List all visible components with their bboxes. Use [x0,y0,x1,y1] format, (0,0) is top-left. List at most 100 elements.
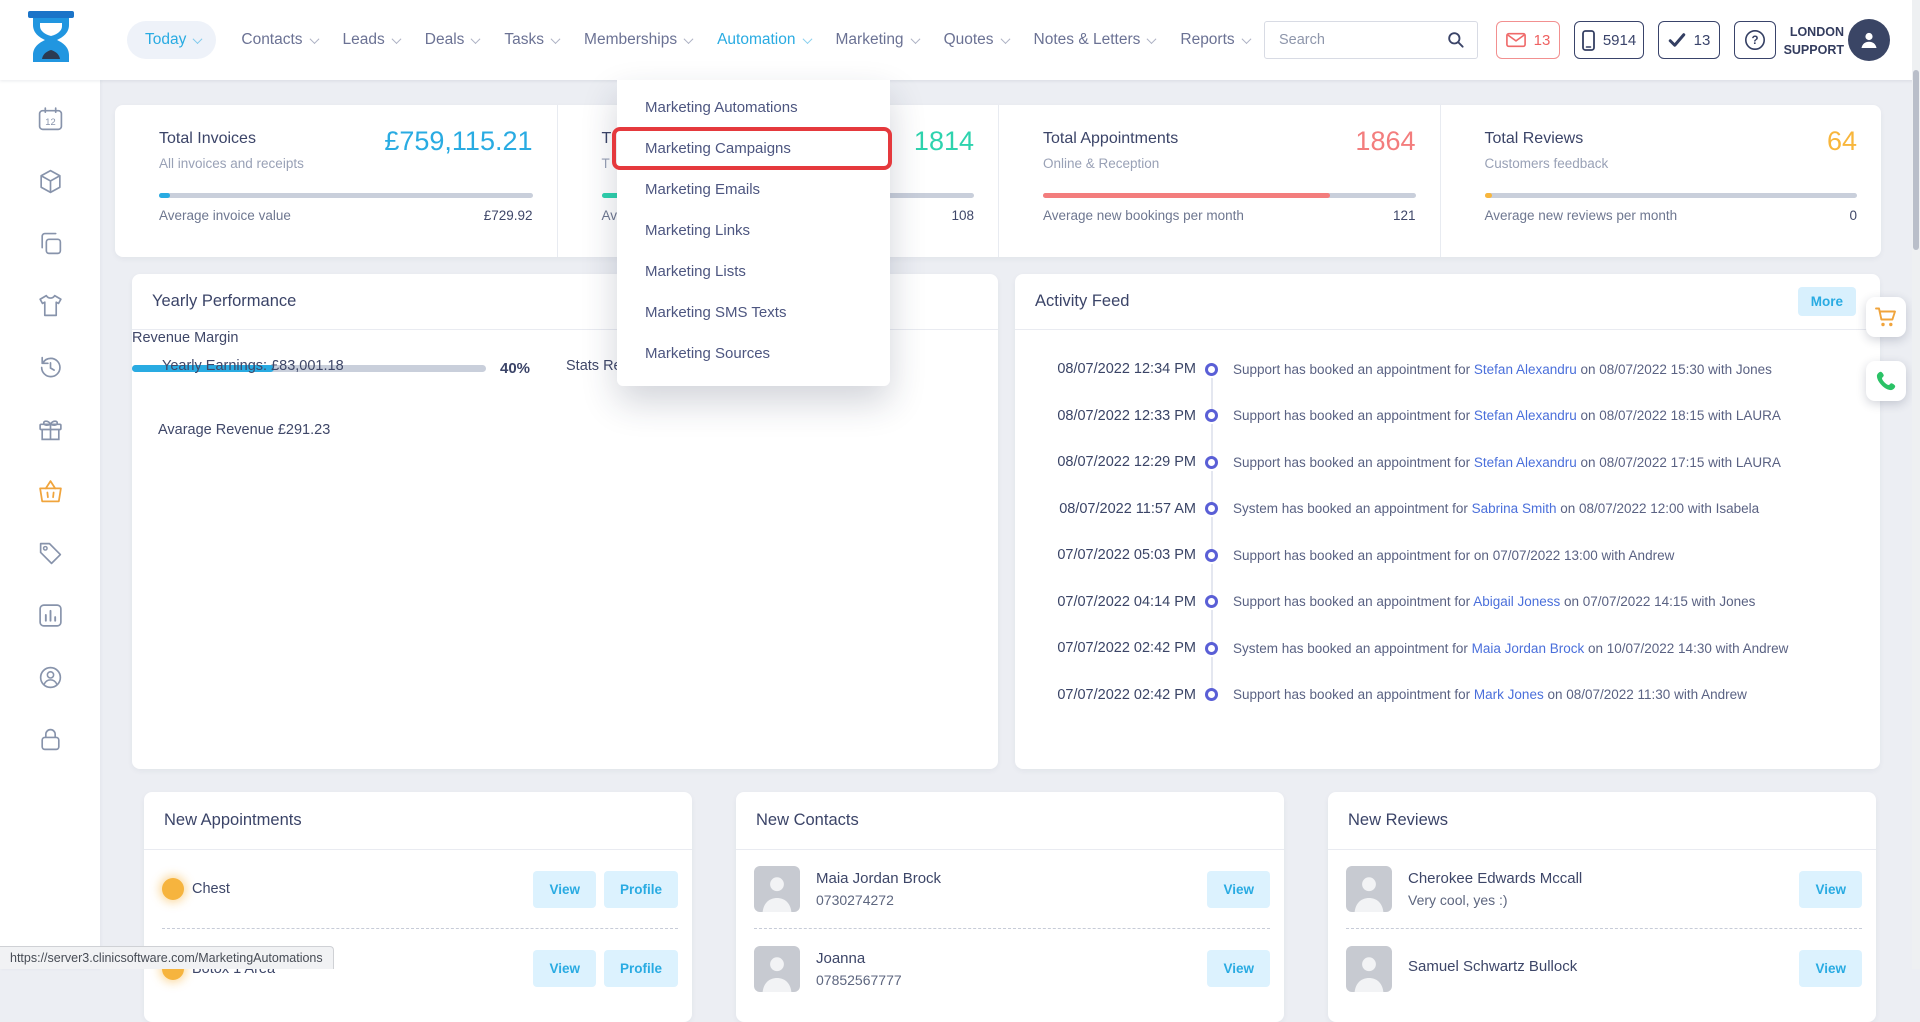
nav-item-label: Quotes [944,31,994,49]
feed-message: Support has booked an appointment for St… [1226,455,1781,470]
timeline-marker [1196,409,1226,422]
activity-feed-entry: 07/07/2022 05:03 PM Support has booked a… [1031,532,1866,579]
timeline-marker [1196,363,1226,376]
copy-icon[interactable] [37,230,64,257]
scrollbar-track[interactable] [1912,0,1920,969]
view-button[interactable]: View [1799,871,1862,908]
calls-count: 5914 [1603,32,1636,49]
topbar: Today Contacts Leads Deals Tasks Members… [0,0,1920,80]
new-contacts-panel: New Contacts Maia Jordan Brock 073027427… [736,792,1284,1022]
feed-message-prefix: Support has booked an appointment for [1233,687,1474,702]
nav-item[interactable]: Deals [425,31,480,49]
nav-item[interactable]: Contacts [241,31,317,49]
contact-link[interactable]: Stefan Alexandru [1474,455,1577,470]
search-box [1264,21,1478,59]
chevron-down-icon [1000,34,1010,44]
dropdown-menu-item-label: Marketing Sources [645,345,770,362]
tasks-badge[interactable]: 13 [1658,21,1720,59]
feed-message: Support has booked an appointment for Ma… [1226,687,1747,702]
cart-float-button[interactable] [1866,297,1906,337]
feed-message: System has booked an appointment for Sab… [1226,501,1759,516]
nav-item[interactable]: Today [127,21,216,59]
contact-link[interactable]: Abigail Joness [1473,594,1560,609]
package-icon[interactable] [37,168,64,195]
contact-link[interactable]: Sabrina Smith [1472,501,1557,516]
contact-link[interactable]: Stefan Alexandru [1474,362,1577,377]
help-button[interactable]: ? [1734,21,1776,59]
dropdown-menu-item[interactable]: Marketing Campaigns [617,128,890,169]
dropdown-menu-item[interactable]: Marketing Sources [617,333,890,374]
support-icon[interactable] [37,664,64,691]
messages-badge[interactable]: 13 [1496,21,1560,59]
tag-icon[interactable] [37,540,64,567]
nav-item[interactable]: Leads [343,31,400,49]
stats-refresh-note: Stats Re [566,358,622,374]
nav-item[interactable]: Notes & Letters [1034,31,1156,49]
app-logo[interactable] [26,11,76,69]
dropdown-menu-item[interactable]: Marketing SMS Texts [617,292,890,333]
gift-icon[interactable] [37,416,64,443]
stat-value: 1864 [1355,126,1415,157]
stat-footer-value: 0 [1849,208,1857,223]
search-button[interactable] [1435,22,1477,58]
progress-fill [1485,193,1492,198]
nav-item[interactable]: Reports [1180,31,1249,49]
search-input[interactable] [1265,32,1435,48]
profile-button[interactable]: Profile [604,871,678,908]
feed-message-prefix: Support has booked an appointment for [1233,548,1474,563]
dropdown-menu-item[interactable]: Marketing Lists [617,251,890,292]
nav-item[interactable]: Marketing [836,31,919,49]
history-icon[interactable] [37,354,64,381]
scrollbar-thumb[interactable] [1913,70,1919,250]
chevron-down-icon [1241,34,1251,44]
feed-message-prefix: Support has booked an appointment for [1233,362,1474,377]
activity-feed-entry: 08/07/2022 12:29 PM Support has booked a… [1031,439,1866,486]
stat-card: Total Reviews Customers feedback 64 Aver… [1440,105,1882,257]
shirt-icon[interactable] [37,292,64,319]
lock-icon[interactable] [37,726,64,753]
chevron-down-icon [684,34,694,44]
nav-item[interactable]: Quotes [944,31,1009,49]
dropdown-menu-item[interactable]: Marketing Emails [617,169,890,210]
messages-count: 13 [1534,32,1551,49]
stat-footer-label: Average new reviews per month [1485,208,1678,223]
more-button[interactable]: More [1798,287,1856,316]
new-appointments-panel: New Appointments Chest View Profile Boto… [144,792,692,1022]
timeline-dot-icon [1205,456,1218,469]
dropdown-menu-item-label: Marketing Automations [645,99,798,116]
timeline-dot-icon [1205,549,1218,562]
nav-item[interactable]: Tasks [504,31,559,49]
nav-item-label: Reports [1180,31,1234,49]
chevron-down-icon [391,34,401,44]
nav-item-label: Automation [717,31,795,49]
contact-link[interactable]: Stefan Alexandru [1474,408,1577,423]
checkmark-icon [1668,32,1686,48]
nav-item[interactable]: Automation [717,31,810,49]
view-button[interactable]: View [1207,871,1270,908]
nav-item-label: Deals [425,31,465,49]
hourglass-logo-icon [26,11,76,69]
contact-row: Maia Jordan Brock 0730274272 View [754,850,1270,929]
chart-icon[interactable] [37,602,64,629]
basket-icon[interactable] [37,478,64,505]
feed-message-suffix: on 07/07/2022 13:00 with Andrew [1474,548,1674,563]
contact-link[interactable]: Mark Jones [1474,687,1544,702]
nav-item[interactable]: Memberships [584,31,692,49]
view-button[interactable]: View [533,871,596,908]
calls-badge[interactable]: 5914 [1574,21,1644,59]
dropdown-menu-item[interactable]: Marketing Automations [617,87,890,128]
feed-message-suffix: on 08/07/2022 17:15 with LAURA [1577,455,1781,470]
calendar-icon[interactable]: 12 [37,106,64,133]
stat-value: 64 [1827,126,1857,157]
progress-fill [159,193,170,198]
appointment-row: Chest View Profile [162,850,678,929]
phone-float-button[interactable] [1866,361,1906,401]
dropdown-menu-item[interactable]: Marketing Links [617,210,890,251]
contact-link[interactable]: Maia Jordan Brock [1472,641,1585,656]
user-avatar[interactable] [1848,19,1890,61]
svg-text:?: ? [1751,35,1758,47]
feed-message: System has booked an appointment for Mai… [1226,641,1788,656]
person-placeholder-icon [754,866,800,912]
cart-icon [1874,305,1898,329]
feed-message-prefix: System has booked an appointment for [1233,641,1472,656]
